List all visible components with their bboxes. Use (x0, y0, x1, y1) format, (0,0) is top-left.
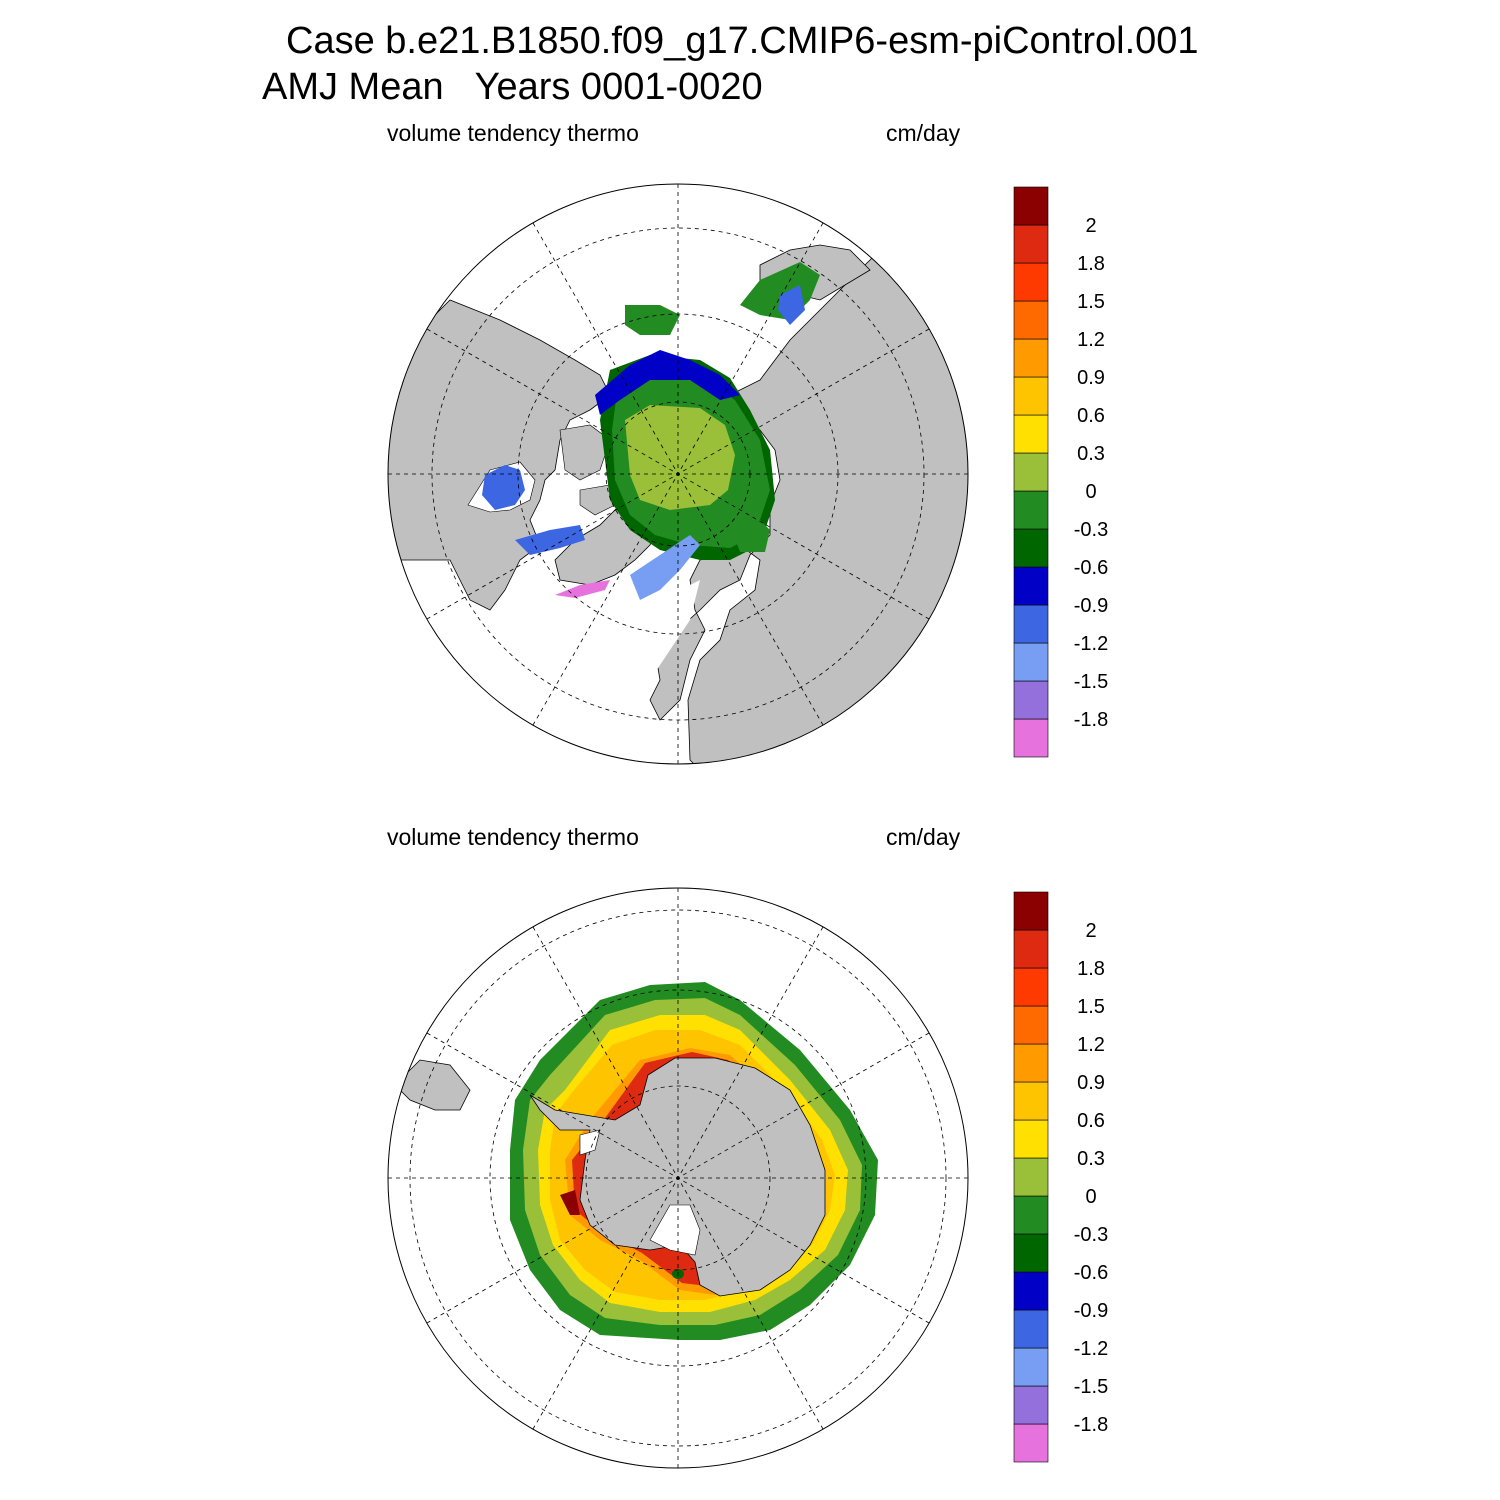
south-colorbar-box (1014, 892, 1048, 930)
south-colorbar-box (1014, 968, 1048, 1006)
north-colorbar-tick-label: -1.5 (1074, 671, 1108, 693)
south-colorbar-tick-label: 1.8 (1077, 958, 1105, 980)
south-colorbar-tick-label: 1.5 (1077, 996, 1105, 1018)
south-colorbar-tick-label: 0.3 (1077, 1148, 1105, 1170)
south-colorbar-box (1014, 1158, 1048, 1196)
north-colorbar-box (1014, 339, 1048, 377)
north-colorbar-box (1014, 681, 1048, 719)
north-colorbar-tick-label: -0.6 (1074, 557, 1108, 579)
north-colorbar-tick-label: 0.9 (1077, 367, 1105, 389)
south-colorbar-tick-label: -1.2 (1074, 1338, 1108, 1360)
north-colorbar-box (1014, 605, 1048, 643)
north-colorbar-tick-label: 1.5 (1077, 291, 1105, 313)
south-colorbar-box (1014, 1120, 1048, 1158)
north-colorbar-box (1014, 453, 1048, 491)
north-colorbar-tick-label: 1.2 (1077, 329, 1105, 351)
north-colorbar-tick-label: 1.8 (1077, 253, 1105, 275)
south-colorbar-tick-label: -1.5 (1074, 1376, 1108, 1398)
north-colorbar-box (1014, 225, 1048, 263)
north-colorbar-box (1014, 529, 1048, 567)
south-colorbar-box (1014, 1196, 1048, 1234)
north-colorbar: -1.8 -1.5 -1.2 -0.9 -0.6 -0.3 0 0.3 0.6 0.9 1.2 1.5… (1014, 187, 1108, 757)
south-colorbar-tick-label: 1.2 (1077, 1034, 1105, 1056)
south-colorbar-tick-label: 0.6 (1077, 1110, 1105, 1132)
south-colorbar-box (1014, 1082, 1048, 1120)
north-colorbar-tick-label: -0.9 (1074, 595, 1108, 617)
south-colorbar-box (1014, 1272, 1048, 1310)
north-colorbar-box (1014, 377, 1048, 415)
south-colorbar-tick-label: -0.3 (1074, 1224, 1108, 1246)
south-polar-map (388, 888, 968, 1468)
north-colorbar-tick-label: -0.3 (1074, 519, 1108, 541)
north-colorbar-box (1014, 187, 1048, 225)
north-colorbar-box (1014, 567, 1048, 605)
north-colorbar-box (1014, 491, 1048, 529)
north-colorbar-tick-label: 0.3 (1077, 443, 1105, 465)
south-colorbar-tick-label: 0 (1085, 1186, 1096, 1208)
south-colorbar-tick-label: -1.8 (1074, 1414, 1108, 1436)
south-colorbar-box (1014, 1348, 1048, 1386)
north-polar-map (388, 184, 968, 770)
north-ice-central (625, 405, 735, 510)
north-colorbar-tick-label: -1.2 (1074, 633, 1108, 655)
south-colorbar-box (1014, 1044, 1048, 1082)
north-colorbar-tick-label: 0.6 (1077, 405, 1105, 427)
south-colorbar-tick-label: -0.9 (1074, 1300, 1108, 1322)
north-colorbar-box (1014, 301, 1048, 339)
north-colorbar-tick-label: -1.8 (1074, 709, 1108, 731)
north-colorbar-box (1014, 719, 1048, 757)
south-colorbar-box (1014, 1234, 1048, 1272)
north-colorbar-box (1014, 643, 1048, 681)
north-colorbar-box (1014, 415, 1048, 453)
south-colorbar-box (1014, 930, 1048, 968)
north-colorbar-tick-label: 2 (1085, 215, 1096, 237)
south-colorbar-box (1014, 1006, 1048, 1044)
south-colorbar-box (1014, 1386, 1048, 1424)
north-colorbar-box (1014, 263, 1048, 301)
south-colorbar: -1.8 -1.5 -1.2 -0.9 -0.6 -0.3 0 0.3 0.6 0.9 1.2 1.5… (1014, 892, 1108, 1462)
south-colorbar-tick-label: 0.9 (1077, 1072, 1105, 1094)
north-colorbar-tick-label: 0 (1085, 481, 1096, 503)
south-colorbar-tick-label: 2 (1085, 920, 1096, 942)
south-colorbar-box (1014, 1310, 1048, 1348)
south-colorbar-box (1014, 1424, 1048, 1462)
south-colorbar-tick-label: -0.6 (1074, 1262, 1108, 1284)
